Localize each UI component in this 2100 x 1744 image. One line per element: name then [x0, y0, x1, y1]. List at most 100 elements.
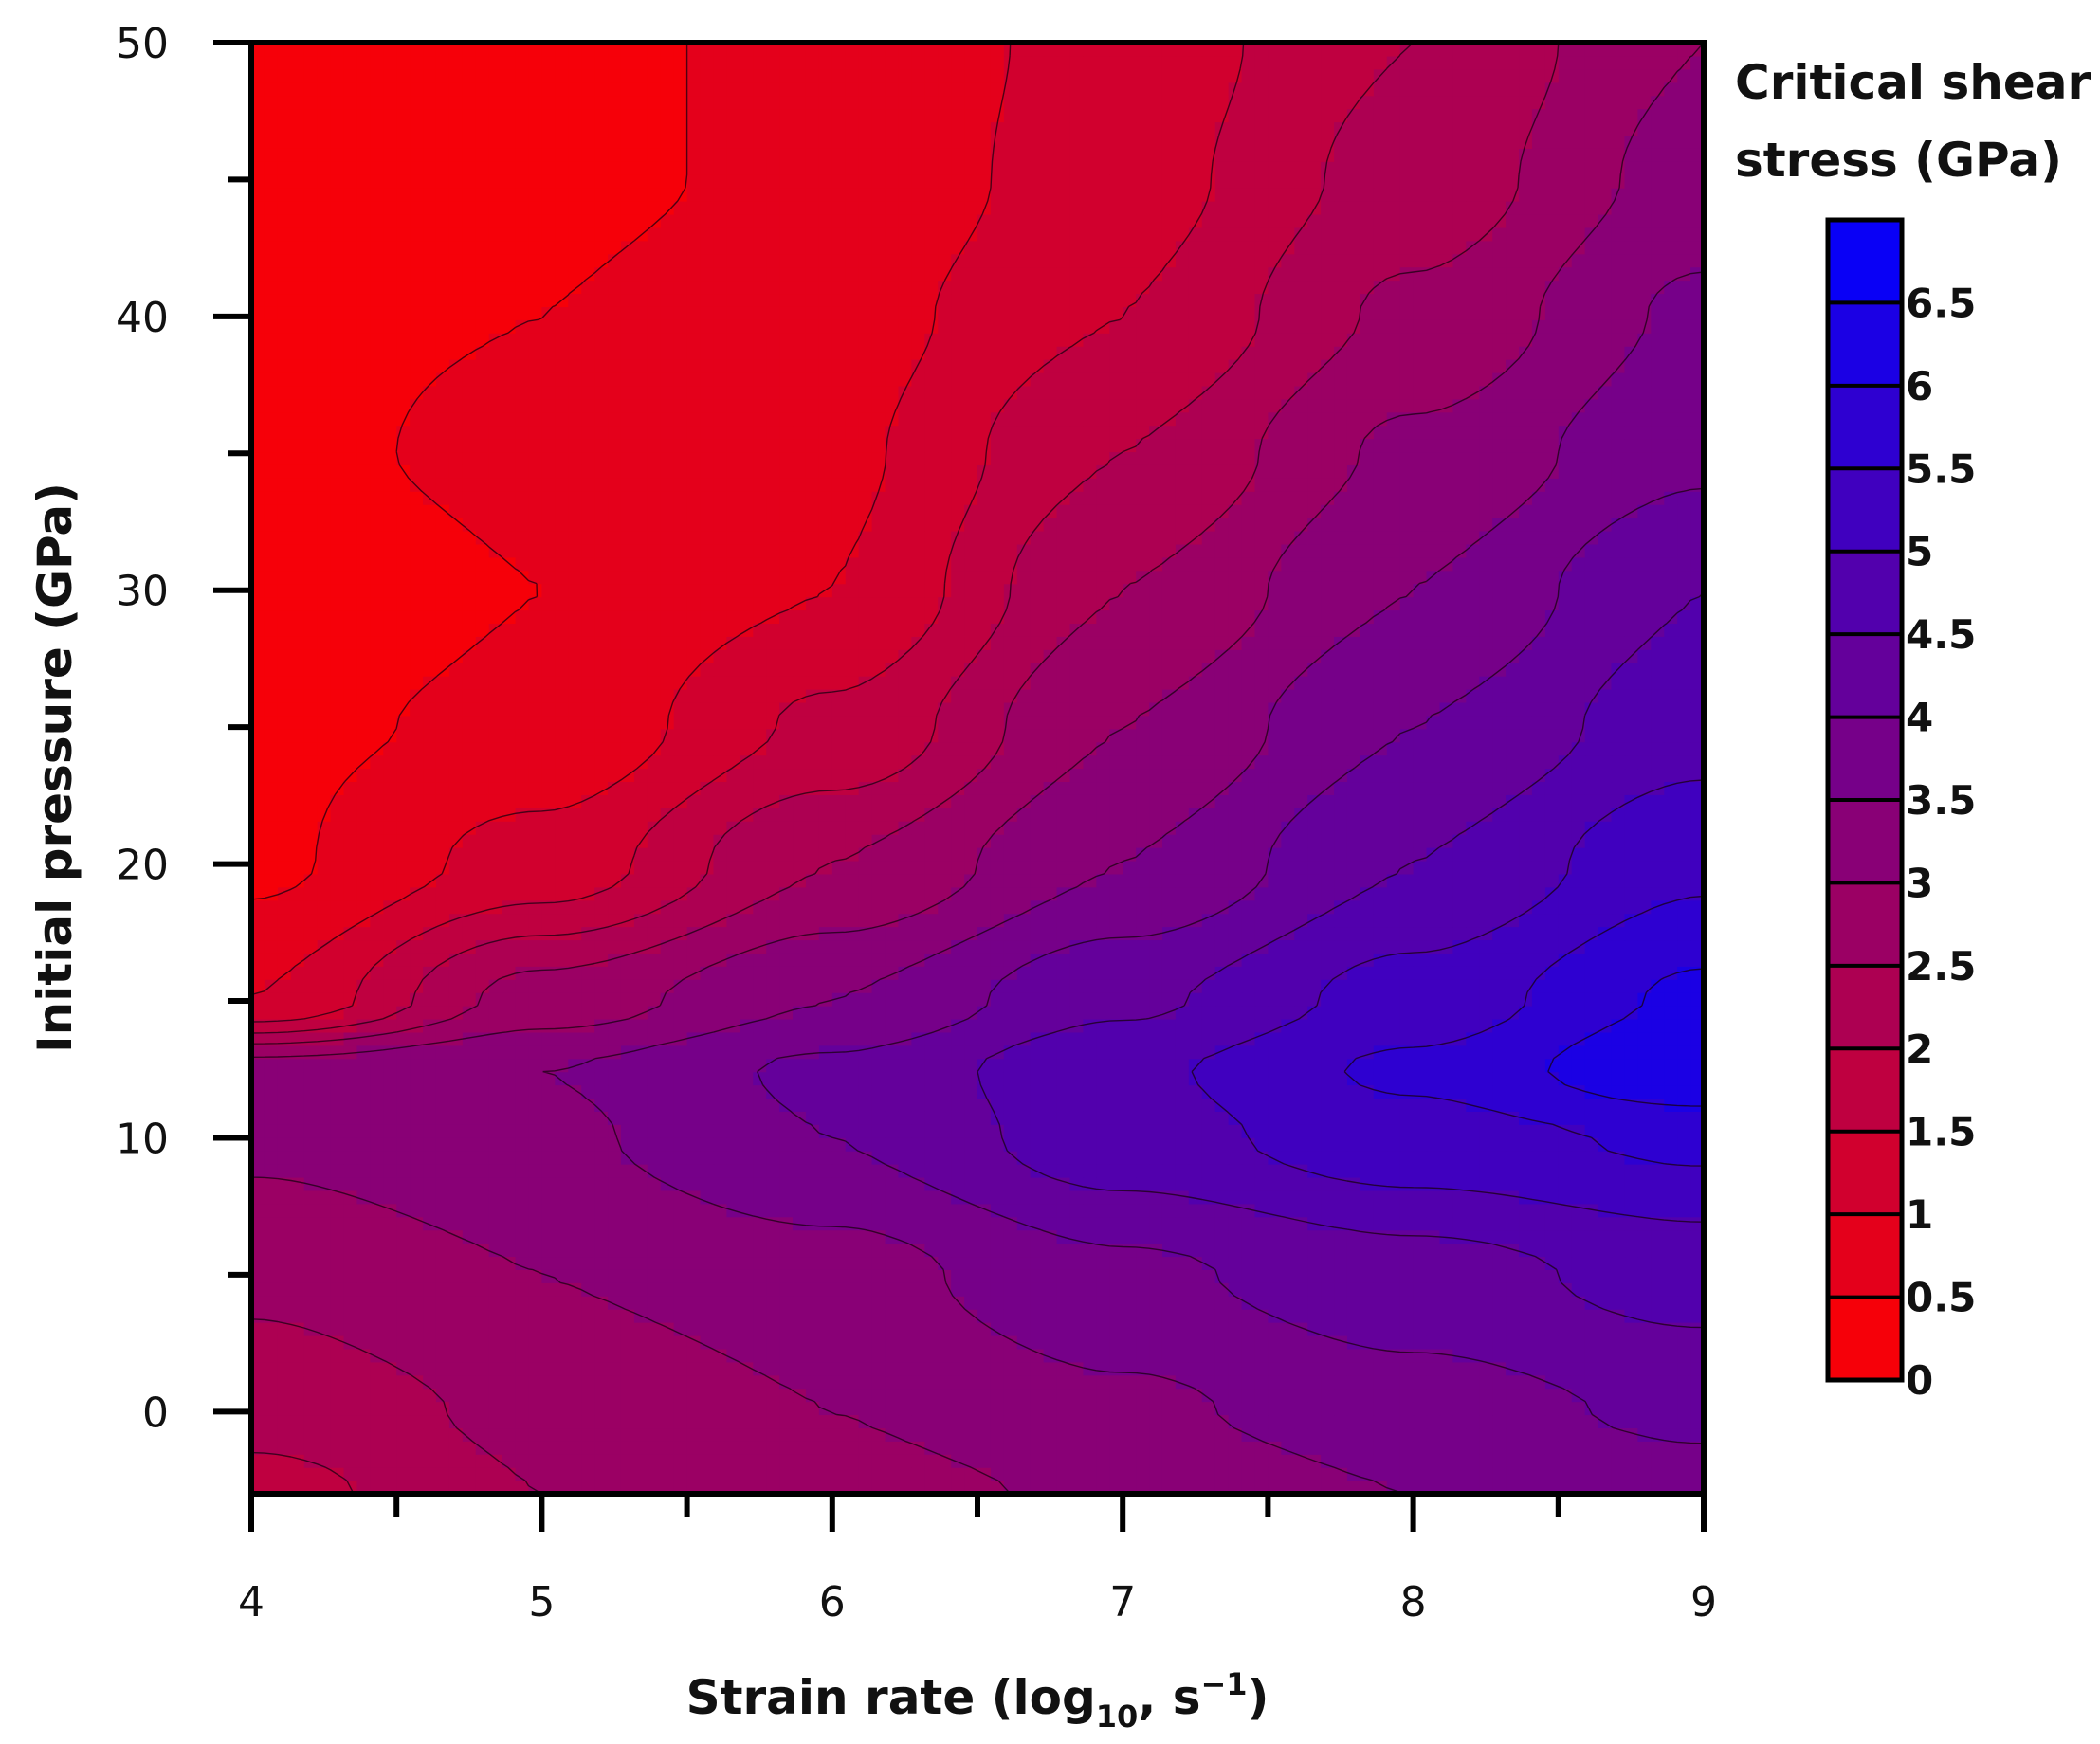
- contour-cell: [568, 1335, 582, 1350]
- contour-cell: [1373, 1335, 1388, 1350]
- contour-cell: [871, 1137, 886, 1152]
- contour-cell: [779, 913, 794, 928]
- contour-cell: [620, 1137, 635, 1152]
- contour-cell: [898, 1414, 912, 1429]
- contour-cell: [871, 1031, 886, 1046]
- contour-cell: [290, 1164, 305, 1178]
- contour-cell: [1611, 1229, 1626, 1244]
- contour-cell: [1558, 979, 1573, 993]
- contour-cell: [410, 1031, 424, 1046]
- contour-cell: [555, 1190, 569, 1205]
- contour-cell: [1558, 1176, 1573, 1191]
- contour-cell: [290, 1216, 305, 1231]
- contour-cell: [528, 1467, 542, 1481]
- contour-cell: [541, 886, 556, 901]
- contour-cell: [1136, 913, 1150, 928]
- contour-cell: [541, 992, 556, 1007]
- contour-cell: [1571, 1203, 1586, 1218]
- contour-cell: [1334, 1071, 1348, 1086]
- contour-cell: [1664, 1481, 1678, 1494]
- contour-cell: [1558, 992, 1573, 1007]
- contour-cell: [1030, 1058, 1045, 1073]
- contour-cell: [660, 1361, 675, 1376]
- contour-cell: [885, 1124, 900, 1138]
- contour-cell: [317, 1243, 332, 1258]
- contour-cell: [1386, 1388, 1401, 1403]
- contour-cell: [370, 1164, 384, 1178]
- contour-cell: [726, 1190, 740, 1205]
- contour-cell: [858, 979, 873, 993]
- contour-cell: [871, 953, 886, 967]
- contour-cell: [845, 1176, 860, 1191]
- contour-cell: [1069, 1098, 1085, 1112]
- contour-cell: [488, 926, 503, 941]
- contour-cell: [1109, 1151, 1123, 1165]
- contour-cell: [1399, 1098, 1415, 1112]
- contour-cell: [475, 1467, 490, 1481]
- contour-cell: [1294, 1229, 1308, 1244]
- contour-cell: [1598, 1256, 1613, 1270]
- contour-cell: [343, 1467, 358, 1481]
- contour-cell: [1201, 1137, 1216, 1152]
- contour-cell: [1479, 1256, 1493, 1270]
- contour-cell: [1426, 899, 1441, 915]
- contour-cell: [1677, 939, 1691, 954]
- contour-cell: [1149, 1190, 1163, 1205]
- contour-cell: [633, 1176, 648, 1191]
- contour-cell: [1214, 1454, 1230, 1468]
- contour-cell: [858, 1151, 873, 1165]
- contour-cell: [1083, 1058, 1097, 1073]
- contour-cell: [1241, 1269, 1256, 1283]
- contour-cell: [317, 1084, 332, 1099]
- contour-cell: [1161, 1414, 1177, 1429]
- contour-cell: [1123, 1111, 1137, 1125]
- contour-cell: [356, 1427, 371, 1442]
- contour-cell: [1386, 1335, 1401, 1350]
- contour-cell: [1334, 1361, 1348, 1376]
- contour-cell: [1492, 1124, 1507, 1138]
- contour-cell: [343, 1414, 358, 1429]
- contour-cell: [264, 953, 279, 967]
- contour-cell: [1294, 1282, 1308, 1297]
- contour-cell: [1201, 992, 1216, 1007]
- contour-cell: [1386, 1322, 1401, 1336]
- contour-cell: [845, 1151, 860, 1165]
- contour-cell: [1109, 1388, 1123, 1403]
- contour-cell: [1506, 1309, 1520, 1323]
- contour-cell: [1399, 1296, 1415, 1310]
- contour-cell: [488, 1374, 503, 1390]
- contour-cell: [396, 913, 411, 928]
- contour-cell: [1584, 1441, 1599, 1455]
- contour-cell: [1149, 966, 1163, 980]
- contour-cell: [1346, 1071, 1361, 1086]
- contour-cell: [911, 1006, 925, 1020]
- contour-cell: [1677, 1229, 1691, 1244]
- contour-cell: [528, 886, 542, 901]
- contour-cell: [911, 1084, 925, 1099]
- contour-cell: [1452, 1296, 1467, 1310]
- contour-cell: [317, 1282, 332, 1297]
- contour-cell: [845, 1401, 860, 1416]
- contour-cell: [1123, 1071, 1137, 1086]
- contour-cell: [845, 1467, 860, 1481]
- contour-cell: [568, 1111, 582, 1125]
- contour-cell: [871, 886, 886, 901]
- contour-cell: [1519, 1322, 1533, 1336]
- contour-cell: [1346, 913, 1361, 928]
- contour-cell: [977, 1243, 992, 1258]
- contour-cell: [383, 1282, 397, 1297]
- contour-cell: [1651, 926, 1665, 941]
- contour-cell: [1544, 1481, 1560, 1494]
- contour-cell: [1069, 1467, 1085, 1481]
- contour-cell: [1307, 1414, 1322, 1429]
- contour-cell: [568, 1441, 582, 1455]
- contour-cell: [990, 1045, 1005, 1060]
- contour-cell: [700, 1006, 715, 1020]
- contour-cell: [317, 886, 332, 901]
- contour-cell: [303, 1058, 319, 1073]
- contour-cell: [1558, 1309, 1573, 1323]
- contour-cell: [1149, 1164, 1163, 1178]
- contour-cell: [1254, 1282, 1269, 1297]
- contour-cell: [700, 1151, 715, 1165]
- contour-cell: [831, 1098, 847, 1112]
